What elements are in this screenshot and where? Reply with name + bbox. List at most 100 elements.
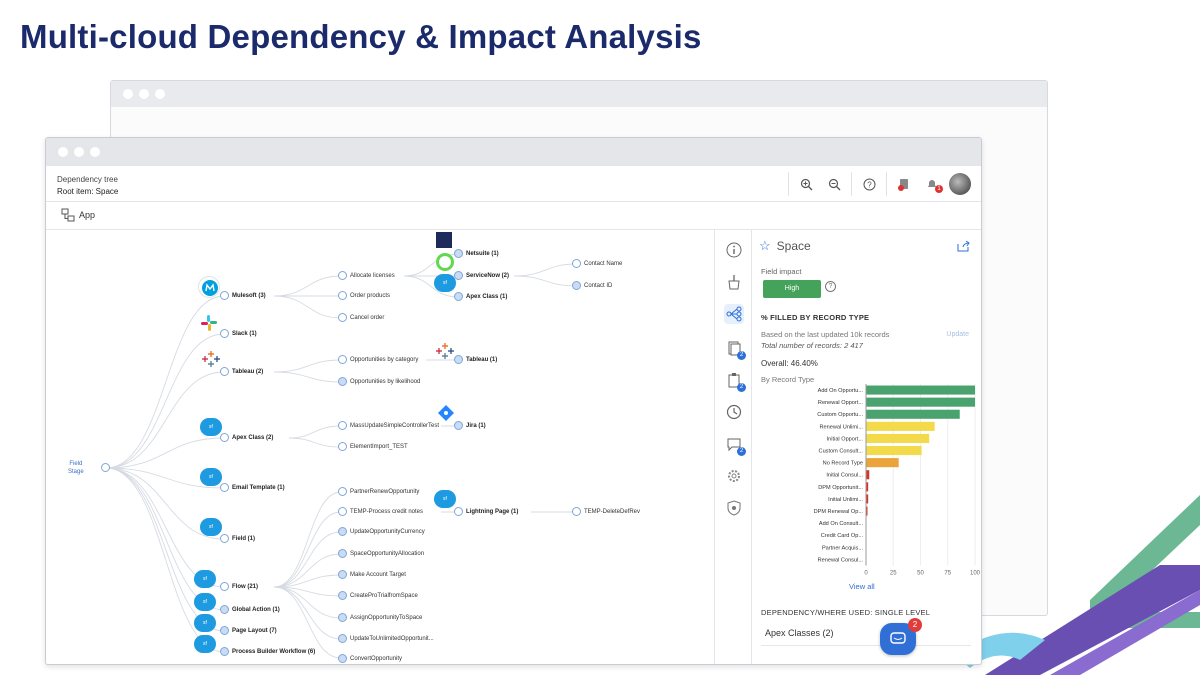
record-type-chart: 0 25 50 75 100 Add On Opportu... Renewal Oppor… <box>753 380 981 600</box>
tree-node-apex-class[interactable]: Apex Class (2) <box>220 433 273 442</box>
documents-icon[interactable]: 2 <box>724 338 746 360</box>
dependency-heading: DEPENDENCY/WHERE USED: SINGLE LEVEL <box>761 608 931 617</box>
chart-category-label: Add On Opportu... <box>818 388 864 394</box>
tree-node-create-pro-trial[interactable]: CreateProTrialfromSpace <box>338 591 418 600</box>
tree-node-flow[interactable]: Flow (21) <box>220 582 258 591</box>
chart-category-label: DPM Opportunit... <box>818 485 863 491</box>
settings-icon[interactable] <box>724 466 744 486</box>
shield-icon[interactable] <box>724 498 744 518</box>
tree-node-lightning-page[interactable]: Lightning Page (1) <box>454 507 518 516</box>
app-subtoolbar: App <box>46 202 981 230</box>
header-subtitle: Root item: Space <box>57 187 119 196</box>
update-link[interactable]: Update <box>946 331 969 338</box>
tree-root-node[interactable]: Field Stage <box>68 460 84 476</box>
app-button-label: App <box>79 210 96 220</box>
window-dot <box>58 147 68 157</box>
cleanup-icon[interactable] <box>724 272 744 292</box>
dependency-item[interactable]: Apex Classes (2) <box>765 628 834 638</box>
chart-tick-label: 25 <box>890 571 897 577</box>
star-icon[interactable]: ☆ <box>759 238 771 253</box>
info-icon[interactable] <box>724 240 744 260</box>
chart-bar <box>866 458 899 468</box>
help-icon[interactable]: ? <box>825 281 836 292</box>
tree-node-allocate-licenses[interactable]: Allocate licenses <box>338 271 395 280</box>
tree-node-opportunities-by-likelihood[interactable]: Opportunities by likelihood <box>338 377 420 386</box>
chart-tick-label: 50 <box>917 571 924 577</box>
tree-node-cancel-order[interactable]: Cancel order <box>338 313 384 322</box>
tree-node-slack[interactable]: Slack (1) <box>220 329 257 338</box>
tree-node-jira[interactable]: Jira (1) <box>454 421 486 430</box>
tree-node-email-template[interactable]: Email Template (1) <box>220 483 285 492</box>
chart-category-label: Initial Unlimi... <box>828 497 863 503</box>
tree-node-massupdate[interactable]: MassUpdateSimpleControllerTest <box>338 421 439 430</box>
tree-node-make-account-target[interactable]: Make Account Target <box>338 570 406 579</box>
tree-node-update-unlimited[interactable]: UpdateToUnlimitedOpportunit... <box>338 634 434 643</box>
app-window: Dependency tree Root item: Space ? <box>45 137 982 665</box>
chart-category-label: Add On Consult... <box>819 521 864 527</box>
tree-node-tableau[interactable]: Tableau (2) <box>220 367 263 376</box>
window-dot <box>155 89 165 99</box>
tableau-logo-icon <box>436 342 454 360</box>
view-all-link[interactable]: View all <box>849 582 875 591</box>
chart-category-label: Initial Consul... <box>826 473 863 479</box>
chart-category-label: Custom Consult... <box>819 449 864 455</box>
clipboard-icon[interactable]: 2 <box>724 370 746 392</box>
tree-node-mulesoft[interactable]: Mulesoft (3) <box>220 291 266 300</box>
app-header: Dependency tree Root item: Space ? <box>46 166 981 202</box>
tree-node-space-allocation[interactable]: SpaceOpportunityAllocation <box>338 549 424 558</box>
share-icon[interactable] <box>957 240 971 255</box>
tree-node-page-layout[interactable]: Page Layout (7) <box>220 626 277 635</box>
tree-node-apex-class-1[interactable]: Apex Class (1) <box>454 292 507 301</box>
tree-node-tableau-1[interactable]: Tableau (1) <box>454 355 497 364</box>
rail-badge: 2 <box>737 351 746 360</box>
app-tree-icon <box>61 208 75 222</box>
tree-node-global-action[interactable]: Global Action (1) <box>220 605 280 614</box>
tree-node-temp-process[interactable]: TEMP-Process credit notes <box>338 507 423 516</box>
tree-node-partner-renew[interactable]: PartnerRenewOpportunity <box>338 487 419 496</box>
tree-root-ring[interactable] <box>101 463 110 472</box>
dependency-tree-icon[interactable] <box>724 304 744 324</box>
based-on-text: Based on the last updated 10k records <box>761 330 890 339</box>
comments-icon[interactable]: 2 <box>724 434 746 456</box>
tree-node-elementimport[interactable]: ElementImport_TEST <box>338 442 408 451</box>
rail-badge: 2 <box>737 383 746 392</box>
chart-category-label: Credit Card Op... <box>821 533 864 539</box>
notification-icon[interactable]: 1 <box>921 173 943 195</box>
impact-badge[interactable]: High <box>763 280 821 298</box>
zoom-in-icon[interactable] <box>795 173 817 195</box>
divider <box>761 645 971 646</box>
tree-node-servicenow[interactable]: ServiceNow (2) <box>454 271 509 280</box>
dependency-tree-canvas[interactable]: Field Stage sf sf sf sf sf sf sf Mulesof… <box>46 230 714 664</box>
tree-node-opportunities-by-category[interactable]: Opportunities by category <box>338 355 418 364</box>
chart-bar <box>866 421 935 431</box>
salesforce-logo-icon: sf <box>194 614 216 632</box>
app-button[interactable]: App <box>60 207 95 223</box>
window-dot <box>74 147 84 157</box>
tree-node-netsuite[interactable]: Netsuite (1) <box>454 249 499 258</box>
history-icon[interactable] <box>724 402 744 422</box>
chart-category-label: No Record Type <box>823 461 863 467</box>
zoom-out-icon[interactable] <box>823 173 845 195</box>
avatar[interactable] <box>949 173 971 195</box>
total-records: Total number of records: 2 417 <box>761 341 863 350</box>
tree-node-order-products[interactable]: Order products <box>338 291 390 300</box>
tree-node-contact-id[interactable]: Contact ID <box>572 281 612 290</box>
header-toolbar: ? 1 <box>788 172 971 196</box>
chart-category-label: Renewal Opport... <box>818 400 864 406</box>
tree-node-assign-opportunity[interactable]: AssignOpportunityToSpace <box>338 613 422 622</box>
tree-node-convert-opportunity[interactable]: ConvertOpportunity <box>338 654 402 663</box>
chart-bar <box>866 494 869 504</box>
window-dot <box>90 147 100 157</box>
tree-node-field[interactable]: Field (1) <box>220 534 255 543</box>
bar-chart-svg: 0 25 50 75 100 Add On Opportu... Renewal Oppor… <box>814 384 981 577</box>
overall-value: Overall: 46.40% <box>761 359 818 368</box>
tree-node-contact-name[interactable]: Contact Name <box>572 259 622 268</box>
tree-node-process-builder[interactable]: Process Builder Workflow (6) <box>220 647 315 656</box>
chart-bar <box>866 409 960 419</box>
tree-node-temp-delete[interactable]: TEMP-DeleteDefRev <box>572 507 640 516</box>
side-icon-rail: 2 2 2 <box>714 230 752 664</box>
alert-icon[interactable] <box>893 173 915 195</box>
tree-node-update-currency[interactable]: UpdateOpportunityCurrency <box>338 527 425 536</box>
help-icon[interactable]: ? <box>858 173 880 195</box>
